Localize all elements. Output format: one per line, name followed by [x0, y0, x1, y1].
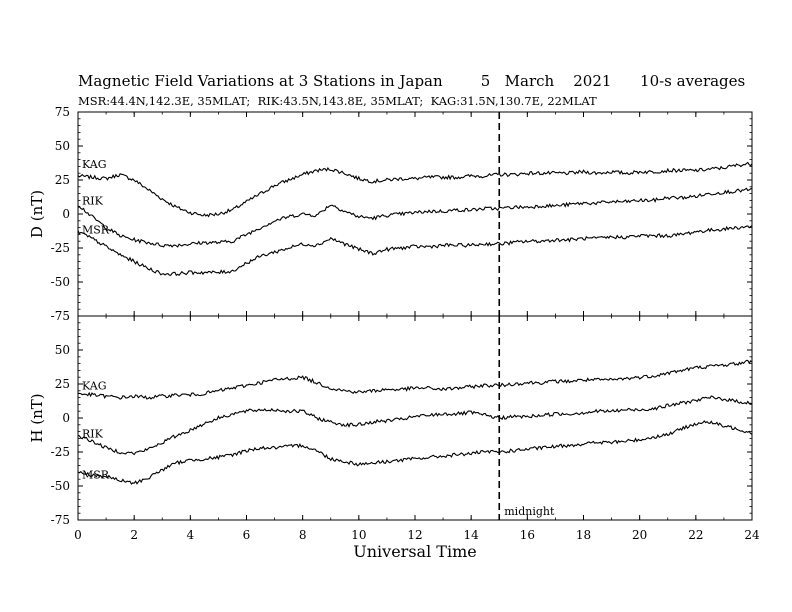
ytick-label-H: -75	[51, 513, 70, 527]
series-line-H-msr	[77, 420, 753, 485]
ytick-label-D: -25	[51, 241, 70, 255]
panel-frame-H	[77, 315, 753, 521]
xtick-label: 6	[243, 528, 251, 542]
xtick-label: 14	[464, 528, 480, 542]
chart-title: Magnetic Field Variations at 3 Stations …	[78, 72, 746, 90]
ytick-label-D: 50	[55, 139, 70, 153]
ylabel-D: D (nT)	[28, 190, 46, 238]
xtick-label: 24	[744, 528, 760, 542]
series-line-D-kag	[77, 161, 753, 218]
series-label-D-rik: RIK	[82, 194, 104, 207]
series-label-H-msr: MSR	[82, 468, 110, 481]
xtick-label: 12	[407, 528, 422, 542]
xlabel: Universal Time	[353, 542, 476, 561]
xtick-label: 8	[299, 528, 307, 542]
series-line-D-msr	[77, 225, 753, 277]
midnight-label: midnight	[504, 505, 555, 518]
ytick-label-H: 0	[62, 411, 70, 425]
ytick-label-D: 25	[55, 173, 70, 187]
series-line-H-rik	[77, 395, 753, 456]
xtick-label: 10	[351, 528, 366, 542]
ylabel-H: H (nT)	[28, 393, 46, 442]
xtick-label: 20	[632, 528, 647, 542]
ytick-label-H: -50	[51, 479, 70, 493]
ytick-label-D: 75	[55, 105, 70, 119]
xtick-label: 18	[576, 528, 591, 542]
xtick-label: 16	[520, 528, 535, 542]
ytick-label-H: -25	[51, 445, 70, 459]
panel-frame-D	[77, 111, 753, 317]
series-line-H-kag	[78, 359, 753, 400]
xtick-label: 22	[688, 528, 703, 542]
series-label-D-msr: MSR	[82, 224, 110, 237]
series-label-H-rik: RIK	[82, 428, 104, 441]
ytick-label-D: -50	[51, 275, 70, 289]
series-label-D-kag: KAG	[82, 158, 107, 171]
series-label-H-kag: KAG	[82, 380, 107, 393]
ytick-label-H: 25	[55, 377, 70, 391]
xtick-label: 4	[187, 528, 195, 542]
station-info: MSR:44.4N,142.3E, 35MLAT; RIK:43.5N,143.…	[78, 94, 597, 108]
ytick-label-H: 50	[55, 343, 70, 357]
xtick-label: 2	[130, 528, 138, 542]
ytick-label-D: 0	[62, 207, 70, 221]
series-line-D-rik	[77, 187, 753, 248]
xtick-label: 0	[74, 528, 82, 542]
ytick-label-D: -75	[51, 309, 70, 323]
